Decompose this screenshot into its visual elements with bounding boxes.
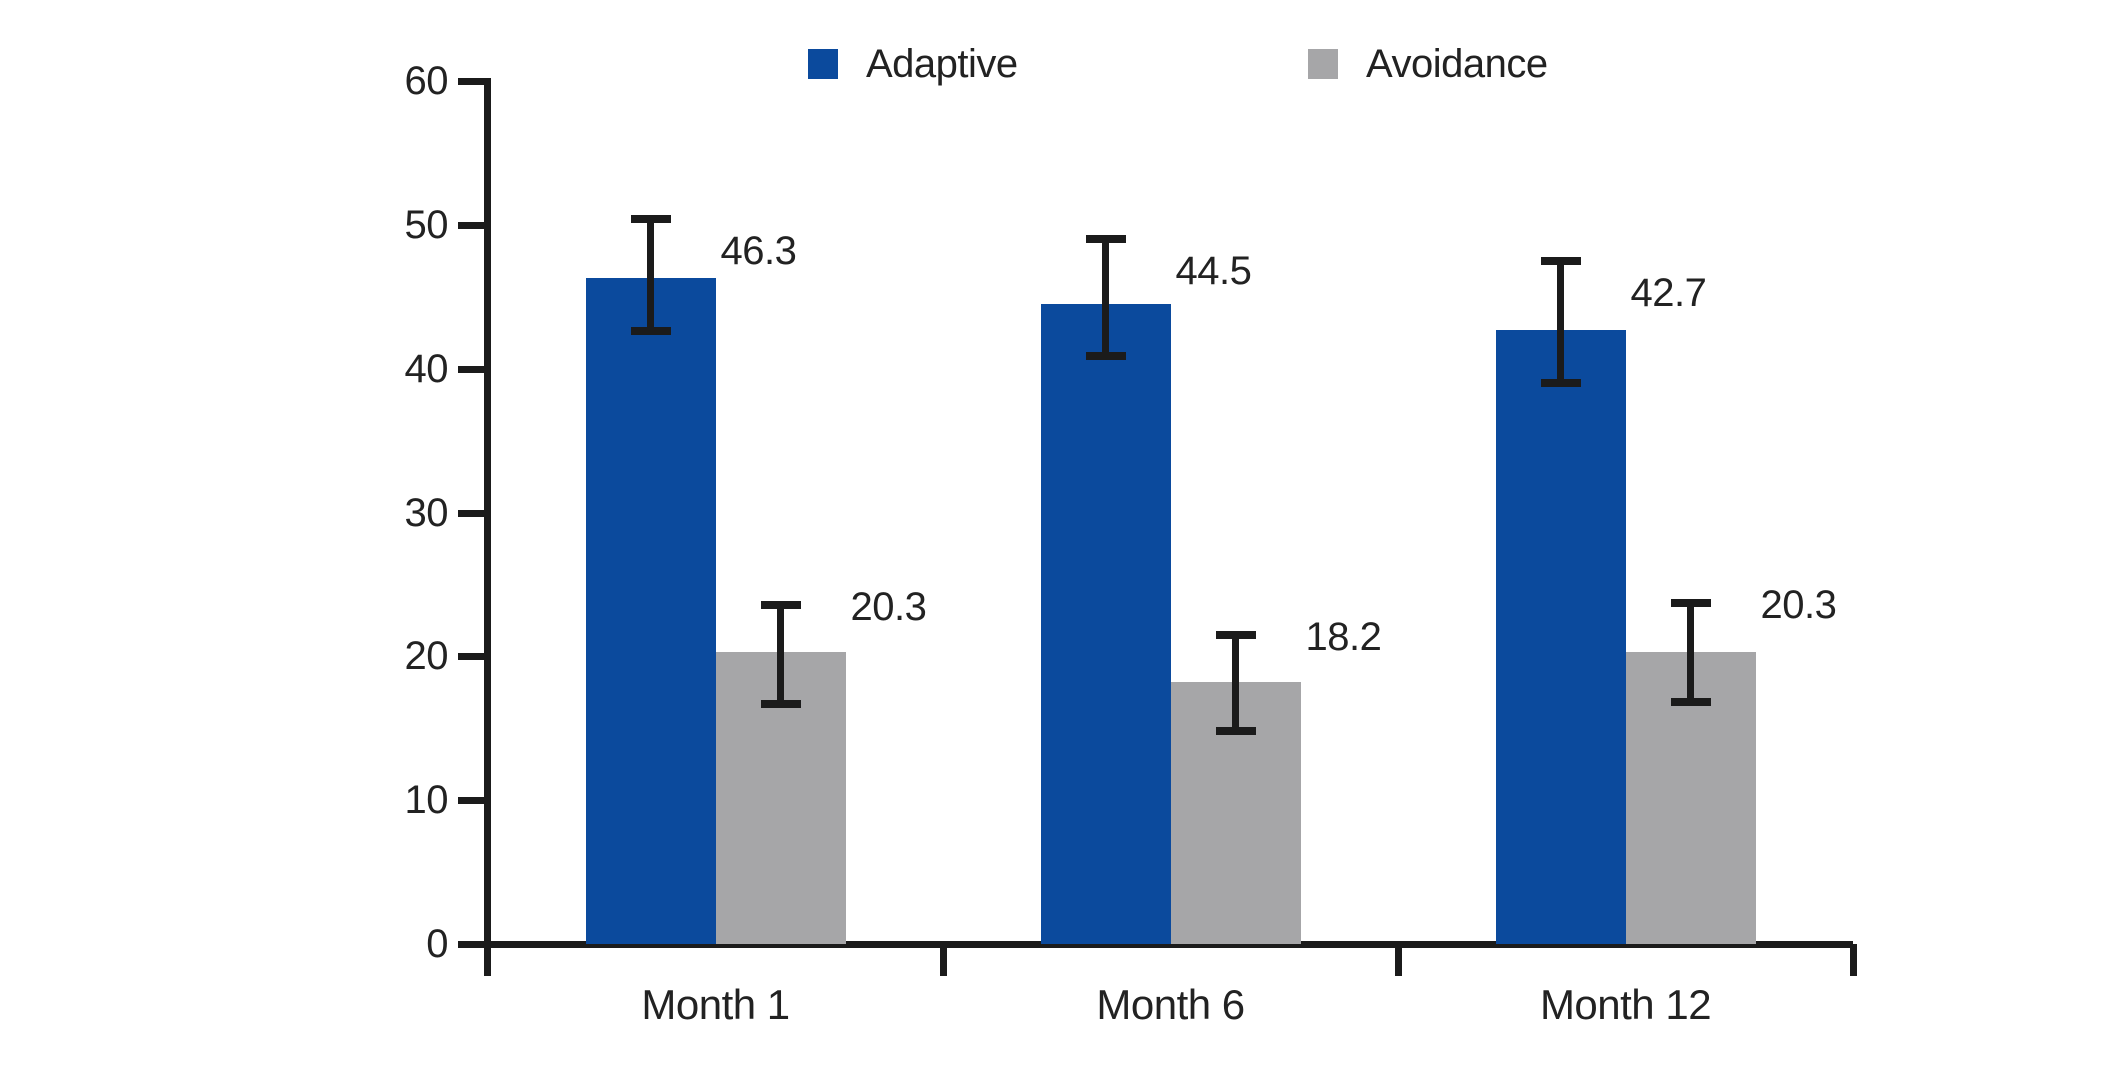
x-category-label: Month 1: [641, 981, 790, 1028]
x-tick-mark: [1395, 944, 1402, 976]
y-tick-label: 0: [426, 922, 448, 966]
legend-item-adaptive: Adaptive: [808, 42, 1018, 86]
y-tick-label: 10: [404, 778, 449, 823]
value-label-avoidance: 20.3: [850, 584, 927, 629]
value-label-avoidance: 20.3: [1760, 583, 1837, 628]
value-label-adaptive: 44.5: [1175, 249, 1252, 294]
x-category-label: Month 12: [1539, 981, 1712, 1028]
error-bar-line-adaptive: [1102, 239, 1109, 356]
y-axis-line: [484, 78, 491, 976]
legend-label-adaptive: Adaptive: [866, 42, 1018, 86]
error-bar-cap-bottom-avoidance: [1670, 698, 1711, 707]
error-bar-cap-top-adaptive: [630, 215, 671, 224]
y-tick-mark: [458, 653, 488, 661]
error-bar-cap-bottom-avoidance: [760, 699, 801, 708]
y-tick-mark: [458, 509, 488, 517]
error-bar-cap-bottom-avoidance: [1215, 727, 1256, 736]
legend-label-avoidance: Avoidance: [1366, 42, 1548, 86]
legend-item-avoidance: Avoidance: [1308, 42, 1548, 86]
y-tick-mark: [458, 78, 488, 86]
y-tick-mark: [458, 797, 488, 805]
y-tick-mark: [458, 221, 488, 229]
error-bar-cap-bottom-adaptive: [630, 327, 671, 336]
y-tick-label: 30: [404, 490, 449, 535]
error-bar-line-avoidance: [777, 604, 784, 704]
error-bar-line-adaptive: [647, 219, 654, 332]
error-bar-line-adaptive: [1557, 260, 1564, 384]
error-bar-cap-top-adaptive: [1085, 235, 1126, 244]
error-bar-cap-top-avoidance: [1215, 630, 1256, 639]
legend-swatch-avoidance: [1308, 49, 1338, 79]
legend-swatch-adaptive: [808, 49, 838, 79]
bar-adaptive: [1040, 303, 1171, 944]
error-bar-cap-bottom-adaptive: [1085, 351, 1126, 360]
x-category-label: Month 6: [1096, 981, 1245, 1028]
bar-adaptive: [1495, 329, 1626, 944]
legend: Adaptive Avoidance: [0, 0, 2116, 120]
bar-adaptive: [585, 278, 716, 944]
error-bar-cap-top-avoidance: [1670, 599, 1711, 608]
error-bar-line-avoidance: [1232, 634, 1239, 732]
y-tick-label: 20: [404, 634, 449, 679]
y-tick-mark: [458, 365, 488, 373]
error-bar-line-avoidance: [1687, 603, 1694, 703]
error-bar-cap-top-adaptive: [1540, 256, 1581, 265]
y-tick-mark: [458, 941, 488, 948]
x-tick-mark: [940, 944, 947, 976]
x-axis-line: [484, 941, 1853, 948]
x-tick-mark: [1850, 944, 1857, 976]
value-label-avoidance: 18.2: [1305, 614, 1382, 659]
value-label-adaptive: 46.3: [720, 229, 797, 274]
value-label-adaptive: 42.7: [1630, 270, 1707, 315]
error-bar-cap-bottom-adaptive: [1540, 379, 1581, 388]
y-tick-label: 60: [404, 59, 449, 104]
y-tick-label: 40: [404, 346, 449, 391]
error-bar-cap-top-avoidance: [760, 600, 801, 609]
y-tick-label: 50: [404, 202, 449, 247]
